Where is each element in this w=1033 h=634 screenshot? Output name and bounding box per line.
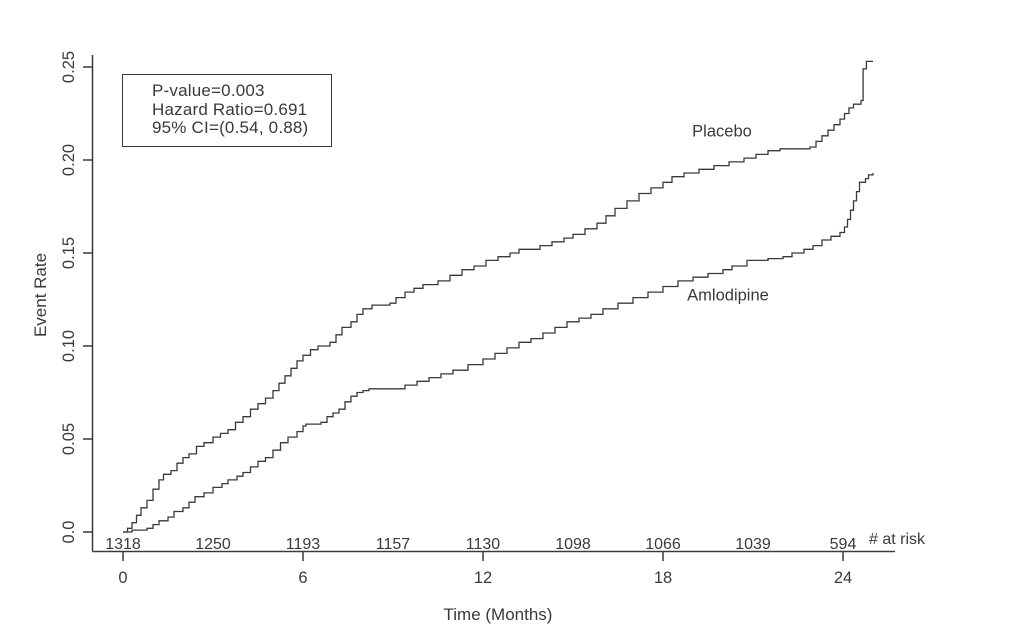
survival-curves [123,60,874,533]
at-risk-count: 1066 [645,536,681,553]
at-risk-count: 1318 [105,536,141,553]
at-risk-count: 594 [830,536,857,553]
y-tick-label: 0.25 [60,51,78,83]
placebo-curve [123,60,873,533]
at-risk-row: 1318 1250 1193 1157 1130 1098 1066 1039 594 [105,536,856,553]
y-axis-title: Event Rate [31,252,50,338]
at-risk-count: 1193 [286,536,321,553]
x-tick-label: 12 [474,569,492,587]
placebo-curve-label: Placebo [692,122,752,141]
stats-line-pvalue: P-value=0.003 [152,81,265,100]
at-risk-count: 1157 [376,536,411,553]
at-risk-count: 1039 [735,536,771,553]
at-risk-row-label: # at risk [869,531,926,548]
axes: 0.0 0.05 0.10 0.15 0.20 0.25 0 6 12 18 24 [60,51,895,587]
stats-line-hazard-ratio: Hazard Ratio=0.691 [152,99,308,119]
y-tick-label: 0.05 [60,423,78,455]
x-tick-label: 24 [834,569,852,587]
stats-box: P-value=0.003 Hazard Ratio=0.691 95% CI=… [122,74,332,147]
amlodipine-curve-label: Amlodipine [687,286,769,305]
at-risk-count: 1098 [555,536,591,553]
at-risk-count: 1250 [195,536,231,553]
at-risk-count: 1130 [466,536,501,553]
stats-line-ci: 95% CI=(0.54, 0.88) [152,118,309,137]
y-tick-label: 0.20 [60,144,78,176]
y-tick-label: 0.0 [60,521,78,544]
x-tick-label: 0 [118,569,127,587]
amlodipine-curve [123,173,874,533]
x-tick-label: 18 [654,569,672,587]
y-tick-label: 0.15 [60,237,78,269]
x-tick-label: 6 [298,569,307,587]
y-tick-label: 0.10 [60,330,78,362]
x-axis-title: Time (Months) [443,605,553,624]
